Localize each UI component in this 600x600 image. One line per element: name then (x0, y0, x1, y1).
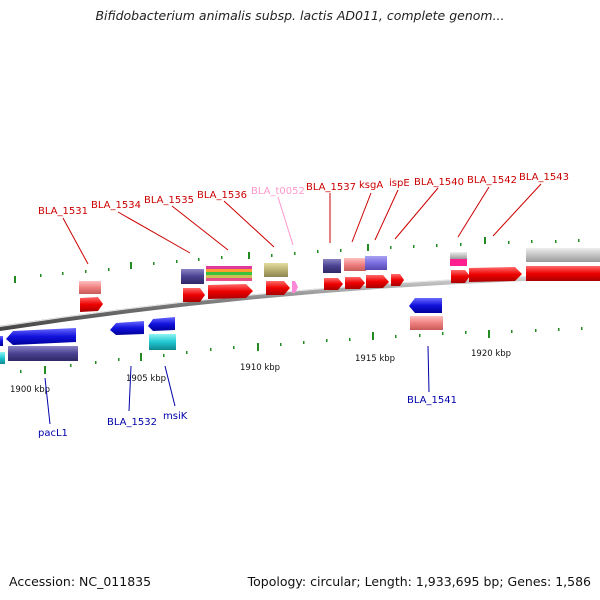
label-bla-1540[interactable]: BLA_1540 (414, 177, 464, 188)
scale-label-1920: 1920 kbp (471, 349, 511, 359)
gene-navy[interactable] (181, 269, 204, 284)
reverse-genes (0, 298, 443, 364)
label-bla-1541[interactable]: BLA_1541 (407, 395, 457, 406)
label-bla-1532[interactable]: BLA_1532 (107, 417, 157, 428)
label-ispe[interactable]: ispE (389, 178, 410, 189)
scale-label-1910: 1910 kbp (240, 363, 280, 373)
map-title: Bifidobacterium animalis subsp. lactis A… (95, 8, 505, 23)
gene-msik[interactable] (149, 334, 176, 350)
gene-bla-1531[interactable] (80, 297, 103, 312)
label-msik[interactable]: msiK (163, 411, 188, 422)
gene-bla-1534[interactable] (183, 288, 205, 302)
gene-bla-1541-upper[interactable] (409, 298, 442, 313)
gene-bla-1535[interactable] (208, 284, 253, 299)
accession-text: Accession: NC_011835 (9, 574, 152, 589)
gene-edge-cyan[interactable] (0, 352, 5, 364)
gene-bla-1542[interactable] (451, 270, 470, 283)
scale-label-1915: 1915 kbp (355, 354, 395, 364)
bottom-leader-lines (44, 345, 430, 425)
leader-bla-t0052 (277, 196, 294, 246)
label-bla-t0052[interactable]: BLA_t0052 (251, 186, 305, 197)
gene-bla-t0052[interactable] (292, 281, 298, 293)
top-leader-lines (62, 183, 542, 265)
label-bla-1534[interactable]: BLA_1534 (91, 200, 141, 211)
gene-edge-blue[interactable] (0, 336, 3, 346)
upper-tick-row (14, 237, 580, 283)
gene-magenta[interactable] (450, 259, 467, 266)
gene-gray-small[interactable] (450, 252, 467, 259)
gene-msik-upper[interactable] (148, 317, 175, 331)
scale-label-1900: 1900 kbp (10, 385, 50, 395)
label-bla-1531[interactable]: BLA_1531 (38, 206, 88, 217)
gene-bla-1537[interactable] (324, 278, 343, 290)
genome-stats-text: Topology: circular; Length: 1,933,695 bp… (247, 574, 591, 589)
gene-salmon-2[interactable] (344, 258, 366, 271)
gene-bla-1541[interactable] (410, 316, 443, 330)
gene-navy-2[interactable] (323, 259, 341, 273)
lower-tick-row (20, 327, 583, 374)
genome-backbone (0, 273, 600, 332)
label-bla-1537[interactable]: BLA_1537 (306, 182, 356, 193)
label-ksga[interactable]: ksgA (359, 180, 383, 191)
gene-bla-1536[interactable] (266, 281, 290, 295)
gene-ispe[interactable] (366, 275, 389, 288)
gene-ksga[interactable] (345, 277, 365, 289)
gene-bla-1543[interactable] (469, 267, 522, 282)
gene-pacl1-lower[interactable] (8, 346, 78, 361)
label-bla-1542[interactable]: BLA_1542 (467, 175, 517, 186)
gene-red-large[interactable] (526, 266, 600, 281)
gene-bla-1535-rrna[interactable] (206, 266, 252, 281)
label-pacl1[interactable]: pacL1 (38, 428, 68, 439)
gene-bla-1540[interactable] (391, 274, 404, 286)
label-bla-1543[interactable]: BLA_1543 (519, 172, 569, 183)
scale-label-1905: 1905 kbp (126, 374, 166, 384)
gene-salmon[interactable] (79, 281, 101, 294)
label-bla-1535[interactable]: BLA_1535 (144, 195, 194, 206)
gene-bla-1532[interactable] (110, 321, 144, 335)
gene-olive[interactable] (264, 263, 288, 277)
forward-genes (79, 248, 600, 312)
label-bla-1536[interactable]: BLA_1536 (197, 190, 247, 201)
gene-purple[interactable] (365, 256, 387, 270)
gene-gray-large[interactable] (526, 248, 600, 262)
gene-pacl1-upper[interactable] (6, 328, 76, 345)
